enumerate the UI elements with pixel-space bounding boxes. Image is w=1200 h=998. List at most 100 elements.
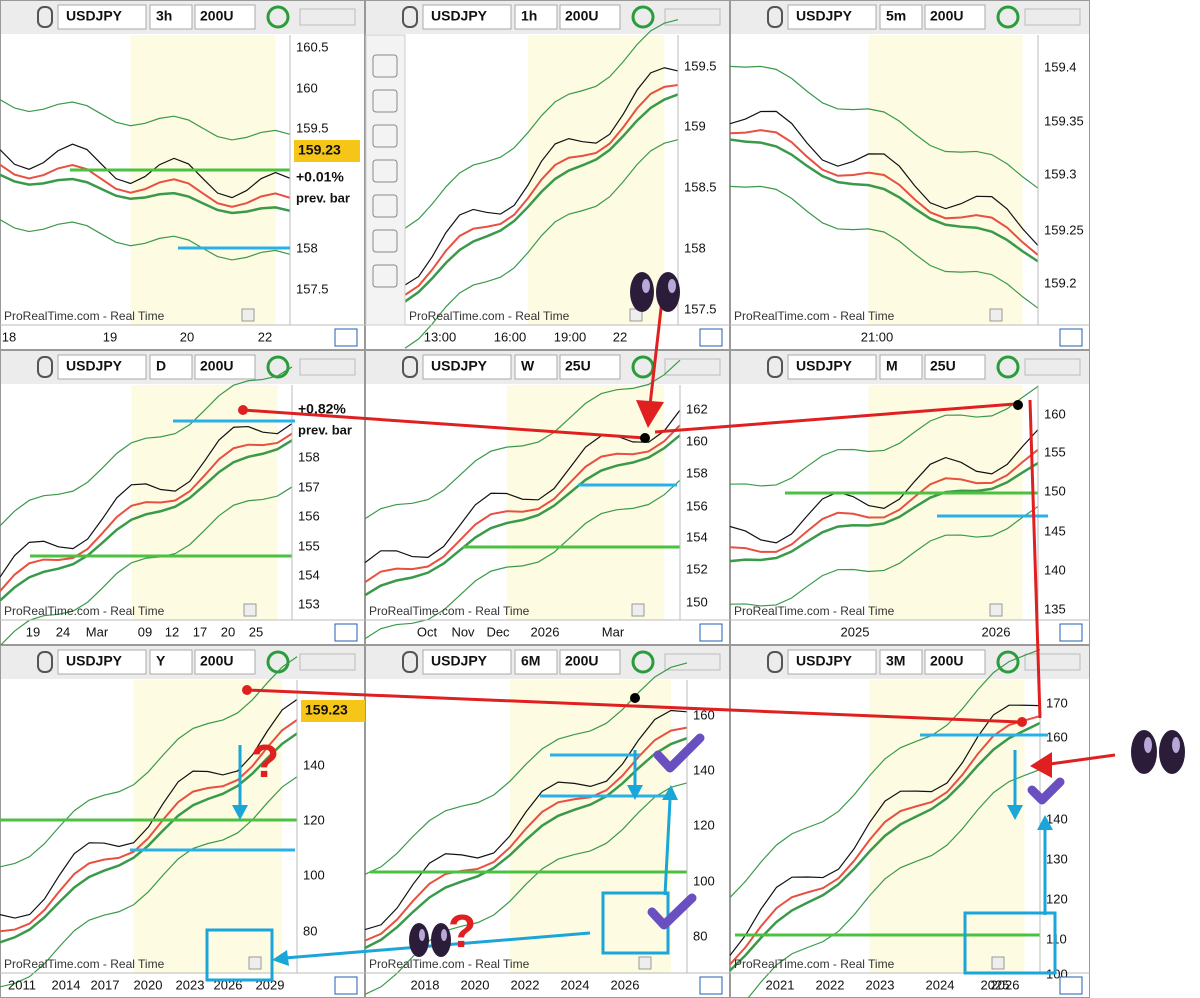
timeframe: W	[521, 358, 535, 374]
link-icon[interactable]	[767, 356, 783, 378]
refresh-icon[interactable]	[996, 650, 1020, 674]
scroll-button[interactable]	[334, 328, 358, 347]
window-buttons[interactable]	[664, 653, 721, 671]
highlight-zone	[868, 35, 1023, 325]
tool-button[interactable]	[372, 264, 398, 288]
tool-button[interactable]	[372, 229, 398, 253]
moving-average	[729, 138, 1039, 263]
link-icon[interactable]	[767, 6, 783, 28]
refresh-icon[interactable]	[631, 5, 655, 29]
window-buttons[interactable]	[664, 358, 721, 376]
symbol-box[interactable]	[422, 649, 512, 675]
upper-band	[729, 648, 1041, 898]
question-mark: ?	[448, 905, 476, 957]
units-box[interactable]	[194, 4, 256, 30]
scroll-button[interactable]	[699, 976, 723, 995]
units: 200U	[200, 8, 233, 24]
info-icon[interactable]	[989, 308, 1003, 322]
info-icon[interactable]	[638, 956, 652, 970]
black-dot	[1013, 400, 1023, 410]
units-box[interactable]	[924, 4, 986, 30]
lower-band	[0, 219, 291, 261]
window-buttons[interactable]	[1024, 653, 1081, 671]
window-buttons[interactable]	[299, 358, 356, 376]
refresh-icon[interactable]	[996, 355, 1020, 379]
window-buttons[interactable]	[1024, 358, 1081, 376]
y-tick-label: 156	[686, 498, 708, 513]
units-box[interactable]	[194, 649, 256, 675]
timeframe-box[interactable]	[514, 354, 558, 380]
info-icon[interactable]	[631, 603, 645, 617]
x-tick-label: 22	[258, 329, 272, 344]
scroll-button[interactable]	[1059, 623, 1083, 642]
timeframe-box[interactable]	[879, 354, 923, 380]
link-icon[interactable]	[37, 6, 53, 28]
link-icon[interactable]	[402, 6, 418, 28]
symbol-box[interactable]	[422, 4, 512, 30]
y-tick-label: 157.5	[684, 301, 717, 316]
window-buttons[interactable]	[299, 653, 356, 671]
symbol-box[interactable]	[57, 649, 147, 675]
timeframe-box[interactable]	[149, 649, 193, 675]
tool-button[interactable]	[372, 54, 398, 78]
symbol-box[interactable]	[422, 354, 512, 380]
highlight-zone	[869, 680, 1025, 973]
scroll-button[interactable]	[334, 976, 358, 995]
watermark: ProRealTime.com - Real Time	[409, 309, 570, 323]
symbol-box[interactable]	[787, 354, 877, 380]
scroll-button[interactable]	[699, 623, 723, 642]
tool-button[interactable]	[372, 194, 398, 218]
refresh-icon[interactable]	[266, 5, 290, 29]
units-box[interactable]	[924, 354, 986, 380]
link-icon[interactable]	[767, 651, 783, 673]
info-icon[interactable]	[248, 956, 262, 970]
x-tick-label: Mar	[602, 624, 625, 639]
x-tick-label: 17	[193, 624, 207, 639]
y-tick-label: 140	[1046, 811, 1068, 826]
scroll-button[interactable]	[334, 623, 358, 642]
info-icon[interactable]	[241, 308, 255, 322]
link-icon[interactable]	[37, 651, 53, 673]
y-tick-label: 130	[1046, 851, 1068, 866]
window-buttons[interactable]	[664, 8, 721, 26]
tool-button[interactable]	[372, 159, 398, 183]
blue-arrow	[663, 799, 672, 896]
timeframe-box[interactable]	[149, 4, 193, 30]
scroll-button[interactable]	[1059, 976, 1083, 995]
symbol-box[interactable]	[57, 4, 147, 30]
refresh-icon[interactable]	[631, 650, 655, 674]
x-tick-label: 2020	[134, 977, 163, 992]
units-box[interactable]	[559, 354, 621, 380]
info-icon[interactable]	[243, 603, 257, 617]
link-icon[interactable]	[37, 356, 53, 378]
refresh-icon[interactable]	[266, 355, 290, 379]
black-dot	[630, 693, 640, 703]
symbol-box[interactable]	[787, 649, 877, 675]
checkmark	[1027, 777, 1065, 805]
tool-button[interactable]	[372, 124, 398, 148]
symbol-box[interactable]	[57, 354, 147, 380]
scroll-button[interactable]	[699, 328, 723, 347]
link-icon[interactable]	[402, 651, 418, 673]
moving-average-red	[0, 163, 291, 208]
units-box[interactable]	[194, 354, 256, 380]
link-icon[interactable]	[402, 356, 418, 378]
info-icon[interactable]	[989, 603, 1003, 617]
window-buttons[interactable]	[1024, 8, 1081, 26]
timeframe-box[interactable]	[514, 4, 558, 30]
units-box[interactable]	[559, 4, 621, 30]
window-buttons[interactable]	[299, 8, 356, 26]
timeframe-box[interactable]	[149, 354, 193, 380]
refresh-icon[interactable]	[996, 5, 1020, 29]
symbol-box[interactable]	[787, 4, 877, 30]
scroll-button[interactable]	[1059, 328, 1083, 347]
timeframe-box[interactable]	[514, 649, 558, 675]
units-box[interactable]	[559, 649, 621, 675]
info-icon[interactable]	[991, 956, 1005, 970]
timeframe-box[interactable]	[879, 4, 923, 30]
price-label: 159.23	[305, 702, 348, 718]
tool-button[interactable]	[372, 89, 398, 113]
checkmarks	[647, 733, 1065, 930]
units-box[interactable]	[924, 649, 986, 675]
timeframe-box[interactable]	[879, 649, 923, 675]
